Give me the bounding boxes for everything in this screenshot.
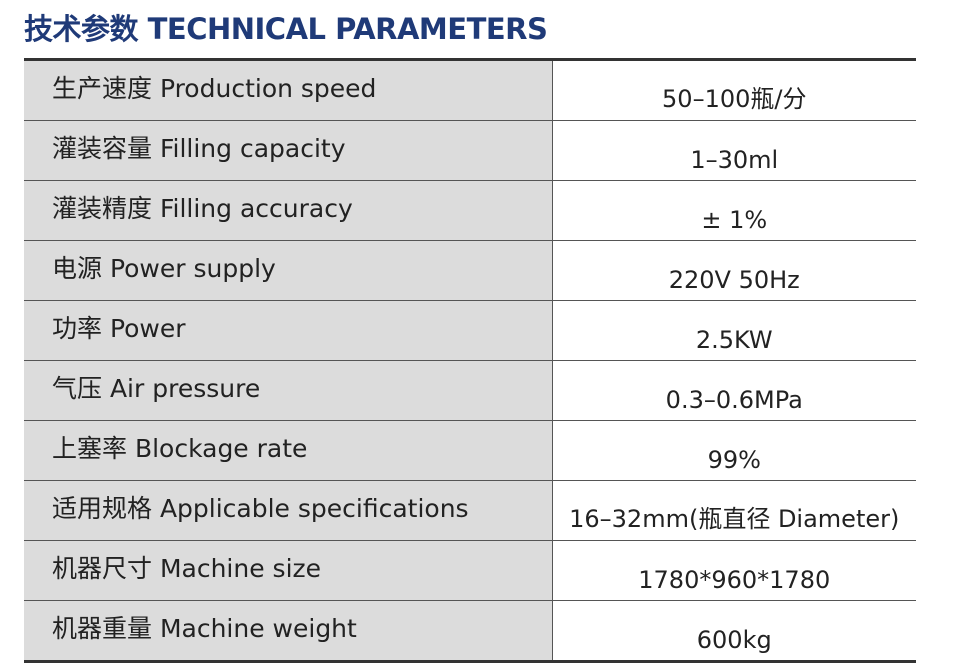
label-cell: 生产速度 Production speed xyxy=(24,59,552,121)
row: 灌装容量 Filling capacity 1–30ml xyxy=(24,120,916,181)
value-cell: 220V 50Hz xyxy=(551,240,916,301)
row: 上塞率 Blockage rate 99% xyxy=(24,420,916,481)
value-cell: 1780*960*1780 xyxy=(551,540,916,601)
value-cell: 2.5KW xyxy=(551,300,916,361)
value-cell: 600kg xyxy=(551,600,916,662)
value-cell: 99% xyxy=(551,420,916,481)
table-body: 生产速度 Production speed 50–100瓶/分 灌装容量 Filli… xyxy=(24,59,916,662)
label-cell: 机器尺寸 Machine size xyxy=(24,540,552,601)
label-cell: 上塞率 Blockage rate xyxy=(24,420,552,481)
value-cell: 1–30ml xyxy=(551,120,916,181)
label-cell: 灌装精度 Filling accuracy xyxy=(24,180,552,241)
row: 机器重量 Machine weight 600kg xyxy=(24,600,916,662)
label-cell: 机器重量 Machine weight xyxy=(24,600,552,662)
value-cell: ± 1% xyxy=(551,180,916,241)
value-cell: 50–100瓶/分 xyxy=(551,59,916,121)
title: 技术参数 TECHNICAL PARAMETERS xyxy=(24,12,548,46)
row: 适用规格 Applicable specifications 16–32mm(瓶直… xyxy=(24,480,916,541)
label-cell: 功率 Power xyxy=(24,300,552,361)
label-cell: 电源 Power supply xyxy=(24,240,552,301)
row: 生产速度 Production speed 50–100瓶/分 xyxy=(24,59,916,121)
page: 技术参数 TECHNICAL PARAMETERS 生产速度 Productio… xyxy=(24,12,916,663)
value-cell: 16–32mm(瓶直径 Diameter) xyxy=(551,480,916,541)
row: 灌装精度 Filling accuracy ± 1% xyxy=(24,180,916,241)
label-cell: 灌装容量 Filling capacity xyxy=(24,120,552,181)
value-cell: 0.3–0.6MPa xyxy=(551,360,916,421)
param-table: 生产速度 Production speed 50–100瓶/分 灌装容量 Filli… xyxy=(24,58,916,663)
row: 功率 Power 2.5KW xyxy=(24,300,916,361)
row: 机器尺寸 Machine size 1780*960*1780 xyxy=(24,540,916,601)
row: 电源 Power supply 220V 50Hz xyxy=(24,240,916,301)
row: 气压 Air pressure 0.3–0.6MPa xyxy=(24,360,916,421)
label-cell: 气压 Air pressure xyxy=(24,360,552,421)
label-cell: 适用规格 Applicable specifications xyxy=(24,480,552,541)
